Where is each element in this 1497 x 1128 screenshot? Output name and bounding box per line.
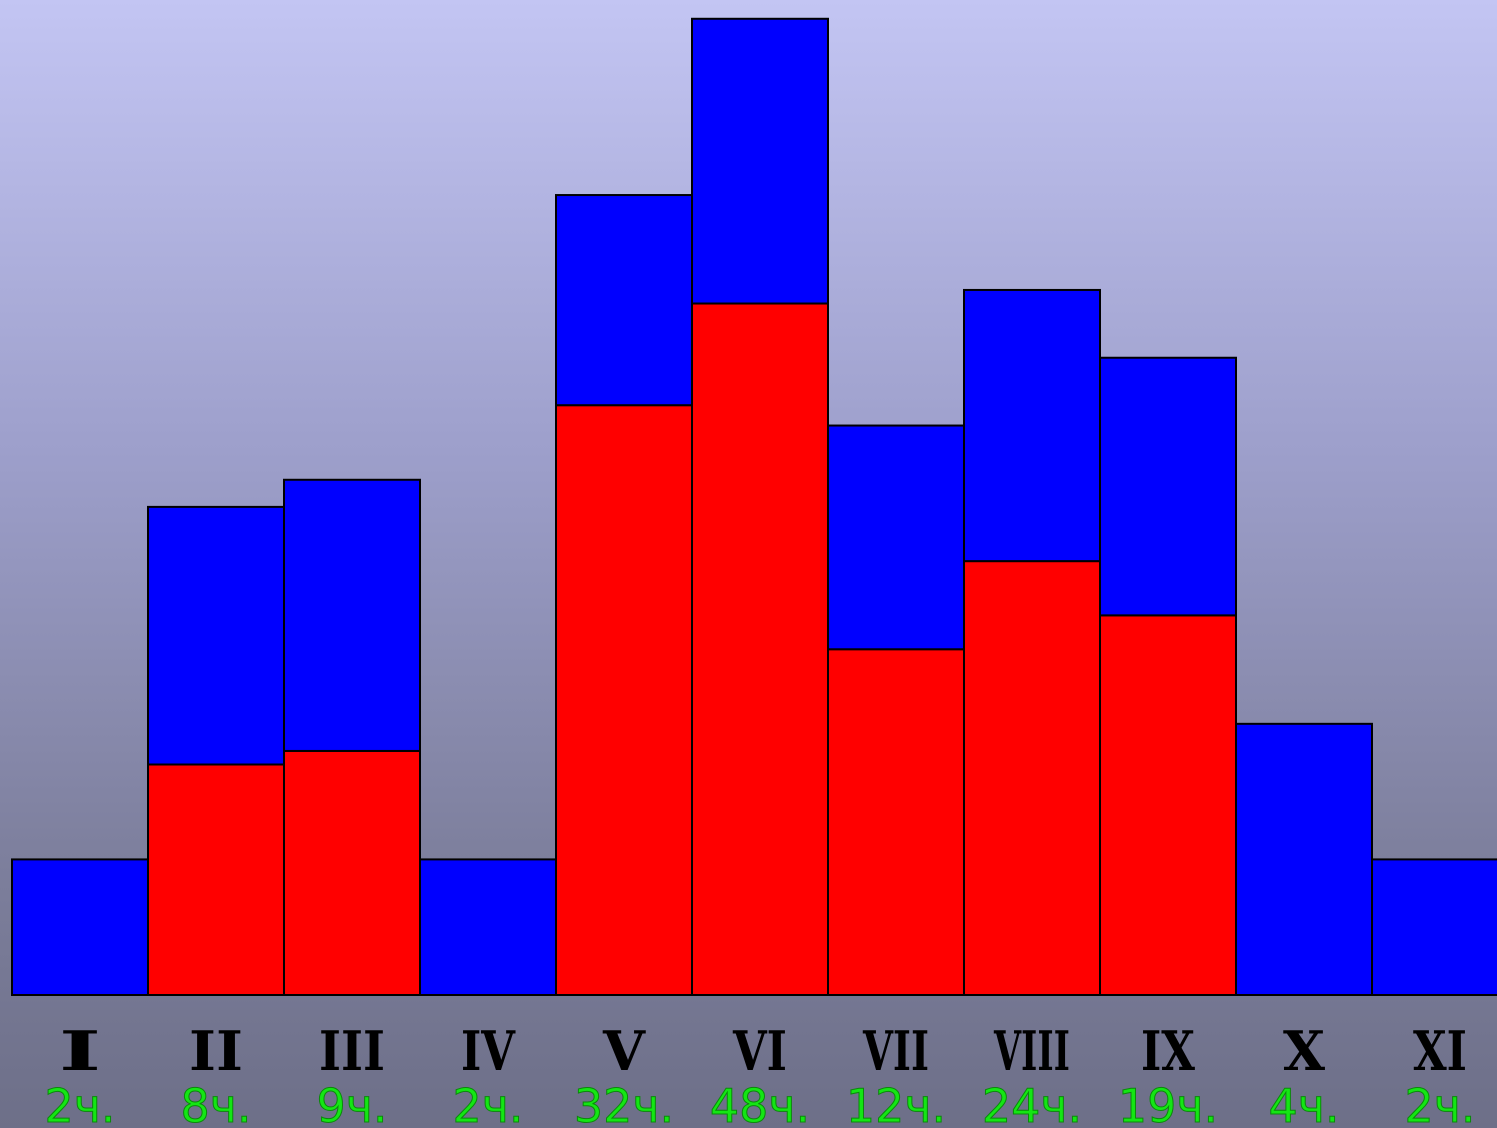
value-label-i: 2ч. (44, 1079, 115, 1128)
category-label-ix: IX (1141, 1019, 1195, 1083)
value-label-xi: 2ч. (1404, 1079, 1475, 1128)
value-label-iv: 2ч. (452, 1079, 523, 1128)
bar-segment-blue-iii (283, 478, 421, 752)
category-label-vi: VI (732, 1019, 787, 1083)
bar-segment-blue-i (11, 858, 149, 997)
category-label-viii: VIII (993, 1019, 1070, 1083)
value-label-x: 4ч. (1268, 1079, 1339, 1128)
bar-segment-blue-v (555, 194, 693, 407)
bars-group (11, 17, 1497, 997)
category-label-iii: III (319, 1019, 385, 1083)
bar-segment-red-vii (827, 648, 965, 997)
bar-segment-blue-viii (963, 288, 1101, 563)
category-label-i: I (59, 1019, 101, 1083)
bar-segment-blue-ix (1099, 356, 1237, 617)
bar-segment-blue-vi (691, 17, 829, 305)
bar-segment-red-iii (283, 749, 421, 996)
category-label-x: X (1283, 1019, 1325, 1083)
value-label-iii: 9ч. (316, 1079, 387, 1128)
bar-segment-red-ix (1099, 614, 1237, 997)
category-label-vii: VII (862, 1019, 929, 1083)
value-label-vii: 12ч. (846, 1079, 946, 1128)
bar-segment-red-viii (963, 560, 1101, 996)
value-label-ix: 19ч. (1118, 1079, 1218, 1128)
value-label-vi: 48ч. (710, 1079, 810, 1128)
bar-segment-blue-iv (419, 858, 557, 997)
category-label-iv: IV (461, 1019, 516, 1083)
bar-segment-blue-vii (827, 424, 965, 651)
value-label-viii: 24ч. (982, 1079, 1082, 1128)
bar-segment-blue-xi (1371, 858, 1497, 997)
bar-segment-red-ii (147, 763, 285, 996)
category-label-ii: II (189, 1019, 243, 1083)
value-label-ii: 8ч. (180, 1079, 251, 1128)
bar-segment-blue-x (1235, 722, 1373, 996)
bar-segment-blue-ii (147, 505, 285, 766)
bar-segment-red-v (555, 404, 693, 996)
value-label-v: 32ч. (574, 1079, 674, 1128)
category-label-xi: XI (1413, 1019, 1467, 1083)
category-label-v: V (602, 1019, 646, 1083)
bar-segment-red-vi (691, 302, 829, 997)
category-labels-group: I II III IV V VI VII VIII IX X XI (59, 1019, 1467, 1083)
value-labels-group: 2ч. 8ч. 9ч. 2ч. 32ч. 48ч. 12ч. 24ч. 19ч. 4ч. 2ч. (44, 1079, 1476, 1128)
